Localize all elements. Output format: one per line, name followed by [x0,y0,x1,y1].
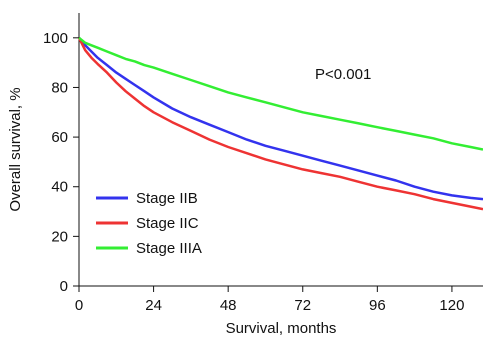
x-tick-label: 96 [369,297,386,314]
x-tick-label: 48 [220,297,237,314]
y-tick-label: 20 [51,228,68,245]
x-ticks: 0 24 48 72 96 120 [75,286,464,314]
y-tick-label: 40 [51,179,68,196]
x-tick-label: 24 [145,297,162,314]
series-line-stage-iib [78,37,483,201]
series-lines [77,36,483,211]
y-tick-label: 100 [43,30,68,47]
series-line-stage-iiia [78,36,483,151]
y-tick-label: 0 [60,278,68,295]
series-line-stage-iic [77,37,483,211]
x-axis-title: Survival, months [226,320,337,337]
axes [78,13,483,287]
legend-label: Stage IIB [136,190,198,207]
y-tick-label: 60 [51,129,68,146]
p-value-annotation: P<0.001 [315,66,371,83]
y-ticks: 0 20 40 60 80 100 [43,30,79,295]
x-tick-label: 0 [75,297,83,314]
legend-label: Stage IIC [136,215,199,232]
x-tick-label: 72 [294,297,311,314]
legend-label: Stage IIIA [136,240,202,257]
y-tick-label: 80 [51,79,68,96]
x-tick-label: 120 [439,297,464,314]
legend: Stage IIB Stage IIC Stage IIIA [96,190,202,257]
y-axis-title: Overall survival, % [7,87,24,211]
